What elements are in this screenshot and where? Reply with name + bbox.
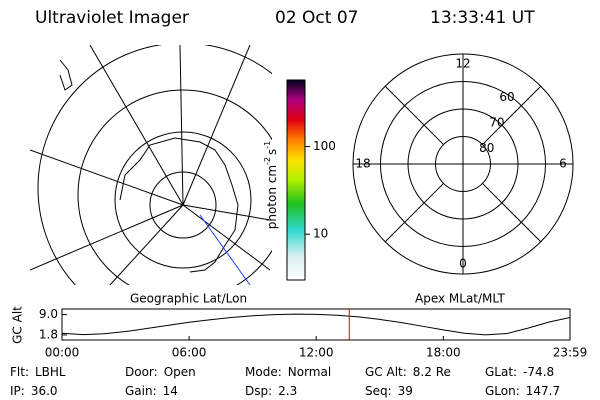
info-value: 39: [398, 384, 413, 398]
info-field: GC Alt: 8.2 Re: [365, 365, 451, 379]
info-label: Flt:: [10, 365, 29, 379]
orbit-frame: [61, 308, 571, 341]
x-tick-label: 23:59: [553, 346, 588, 360]
mlt-line: [482, 183, 542, 243]
info-field: Seq: 39: [365, 384, 413, 398]
mlt-label: 6: [559, 157, 567, 171]
info-label: GLon:: [485, 384, 520, 398]
y-tick-label: 1.8: [39, 327, 58, 341]
mlt-line: [482, 85, 542, 145]
info-value: Open: [164, 365, 196, 379]
lat-label: 70: [489, 115, 504, 129]
mlt-label: 12: [455, 57, 470, 71]
colorbar-tick-label: 100: [313, 139, 336, 153]
info-value: 147.7: [526, 384, 560, 398]
lat-label: 80: [479, 141, 494, 155]
mlt-line: [384, 85, 444, 145]
info-value: 8.2 Re: [413, 365, 451, 379]
colorbar: [286, 79, 306, 281]
info-field: Door: Open: [125, 365, 196, 379]
x-tick-label: 18:00: [426, 346, 461, 360]
info-field: GLon: 147.7: [485, 384, 560, 398]
info-label: Seq:: [365, 384, 392, 398]
map-label: Geographic Lat/Lon: [130, 292, 247, 306]
colorbar-tick-label: 10: [313, 227, 328, 241]
info-field: Dsp: 2.3: [245, 384, 297, 398]
polar-label: Apex MLat/MLT: [415, 292, 505, 306]
info-field: Gain: 14: [125, 384, 178, 398]
info-label: GLat:: [485, 365, 517, 379]
info-value: 14: [163, 384, 178, 398]
info-field: Mode: Normal: [245, 365, 331, 379]
x-tick-label: 12:00: [299, 346, 334, 360]
info-label: Mode:: [245, 365, 282, 379]
info-label: IP:: [10, 384, 25, 398]
mlt-label: 18: [355, 157, 370, 171]
orbit-ylabel: GC Alt: [11, 306, 25, 344]
lat-circle: [435, 136, 491, 192]
title: Ultraviolet Imager: [35, 8, 189, 28]
info-value: -74.8: [523, 365, 554, 379]
x-tick-label: 00:00: [45, 346, 80, 360]
time: 13:33:41 UT: [430, 8, 535, 28]
date: 02 Oct 07: [275, 8, 358, 28]
info-label: Door:: [125, 365, 158, 379]
geographic-map: [30, 45, 272, 285]
info-label: Dsp:: [245, 384, 272, 398]
colorbar-unit: photon cm-2s-1: [263, 141, 279, 230]
info-value: 36.0: [31, 384, 58, 398]
info-field: IP: 36.0: [10, 384, 58, 398]
lat-label: 60: [499, 90, 514, 104]
mlt-line: [384, 183, 444, 243]
info-value: LBHL: [35, 365, 66, 379]
mlt-label: 0: [459, 257, 467, 271]
info-field: GLat: -74.8: [485, 365, 554, 379]
lat-circle: [380, 81, 546, 247]
altitude-curve: [61, 313, 571, 336]
info-field: Flt: LBHL: [10, 365, 66, 379]
y-tick-label: 9.0: [39, 307, 58, 321]
info-value: Normal: [288, 365, 331, 379]
info-label: Gain:: [125, 384, 157, 398]
info-value: 2.3: [278, 384, 297, 398]
lat-circle: [407, 108, 519, 220]
x-tick-label: 06:00: [172, 346, 207, 360]
info-label: GC Alt:: [365, 365, 407, 379]
